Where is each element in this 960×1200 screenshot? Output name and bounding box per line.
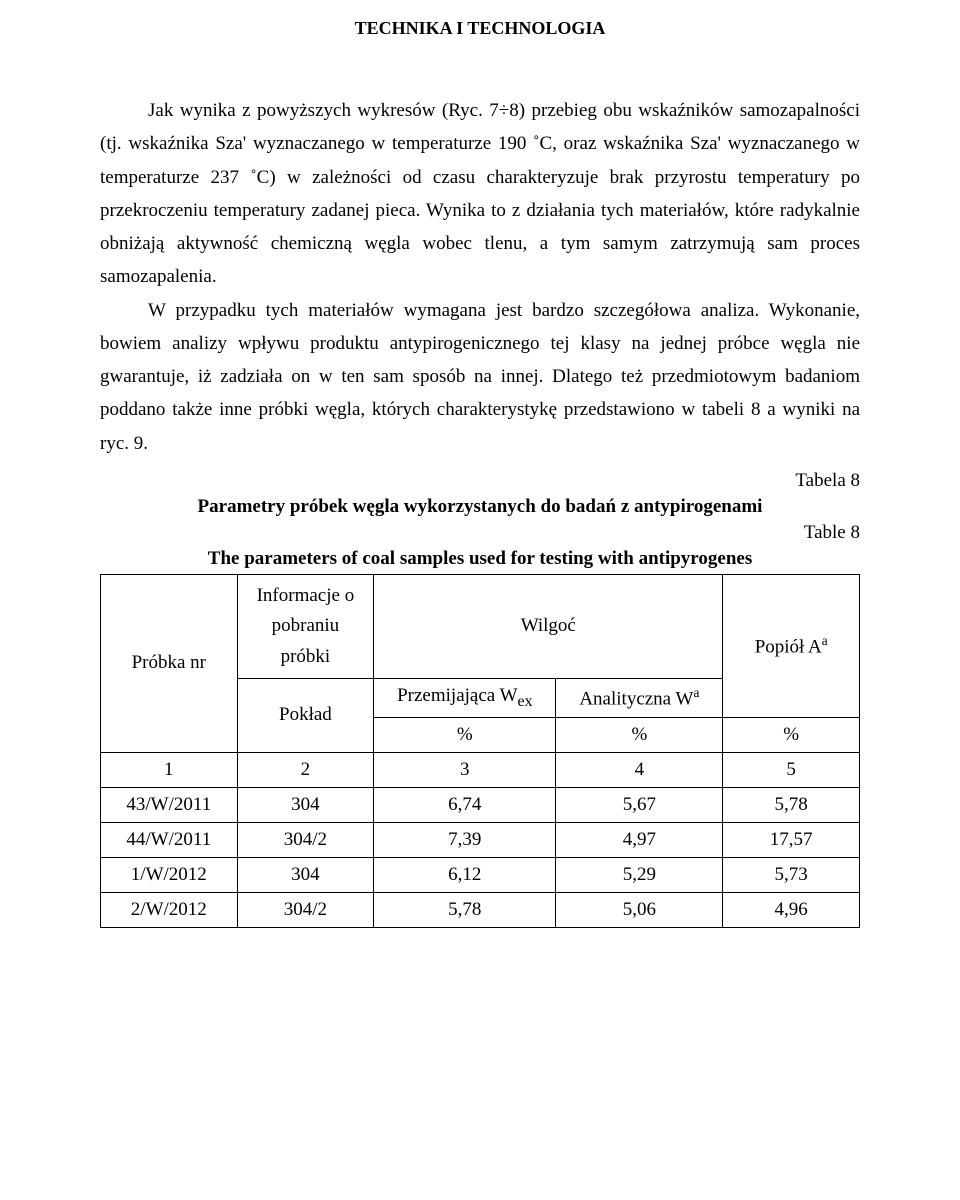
- hdr-seam: Pokład: [237, 678, 374, 752]
- cell-wex: 7,39: [374, 822, 556, 857]
- cell-sample: 1/W/2012: [101, 857, 238, 892]
- paragraph-1: Jak wynika z powyższych wykresów (Ryc. 7…: [100, 94, 860, 294]
- table-title-en: The parameters of coal samples used for …: [100, 548, 860, 570]
- hdr-moisture: Wilgoć: [374, 574, 723, 678]
- table-label-en: Table 8: [100, 522, 860, 544]
- table-caption-block: Tabela 8 Parametry próbek węgla wykorzys…: [100, 470, 860, 570]
- hdr-ash: Popiół Aa: [723, 574, 860, 717]
- table-row: 43/W/2011 304 6,74 5,67 5,78: [101, 787, 860, 822]
- table-row: 44/W/2011 304/2 7,39 4,97 17,57: [101, 822, 860, 857]
- header-row-1: Próbka nr Informacje o pobraniu próbki W…: [101, 574, 860, 678]
- body-text: Jak wynika z powyższych wykresów (Ryc. 7…: [100, 94, 860, 460]
- cell-wa: 5,06: [556, 892, 723, 927]
- cell-wa: 5,67: [556, 787, 723, 822]
- table-row: 2/W/2012 304/2 5,78 5,06 4,96: [101, 892, 860, 927]
- paragraph-2: W przypadku tych materiałów wymagana jes…: [100, 294, 860, 460]
- numcol-4: 4: [556, 752, 723, 787]
- hdr-wa: Analityczna Wa: [556, 678, 723, 717]
- numcol-1: 1: [101, 752, 238, 787]
- cell-wex: 6,12: [374, 857, 556, 892]
- hdr-pct-1: %: [374, 717, 556, 752]
- hdr-sample-no: Próbka nr: [101, 574, 238, 752]
- hdr-info: Informacje o pobraniu próbki: [237, 574, 374, 678]
- cell-seam: 304/2: [237, 892, 374, 927]
- hdr-pct-3: %: [723, 717, 860, 752]
- hdr-info-line2: pobraniu próbki: [272, 615, 340, 666]
- hdr-wex: Przemijająca Wex: [374, 678, 556, 717]
- cell-wa: 5,29: [556, 857, 723, 892]
- data-table: Próbka nr Informacje o pobraniu próbki W…: [100, 574, 860, 928]
- numcol-2: 2: [237, 752, 374, 787]
- table-row: 1/W/2012 304 6,12 5,29 5,73: [101, 857, 860, 892]
- cell-seam: 304: [237, 857, 374, 892]
- page-header: TECHNIKA I TECHNOLOGIA: [100, 18, 860, 39]
- cell-sample: 44/W/2011: [101, 822, 238, 857]
- cell-sample: 43/W/2011: [101, 787, 238, 822]
- cell-wex: 6,74: [374, 787, 556, 822]
- cell-wex: 5,78: [374, 892, 556, 927]
- cell-ash: 17,57: [723, 822, 860, 857]
- header-title: TECHNIKA I TECHNOLOGIA: [355, 18, 606, 38]
- cell-seam: 304: [237, 787, 374, 822]
- cell-seam: 304/2: [237, 822, 374, 857]
- hdr-wex-sub: ex: [518, 693, 533, 710]
- hdr-ash-label: Popiół A: [755, 636, 822, 657]
- cell-wa: 4,97: [556, 822, 723, 857]
- cell-ash: 5,73: [723, 857, 860, 892]
- cell-ash: 4,96: [723, 892, 860, 927]
- hdr-ash-sup: a: [822, 633, 828, 648]
- tabela-label: Tabela 8: [100, 470, 860, 492]
- hdr-wex-label: Przemijająca W: [397, 685, 517, 706]
- hdr-pct-2: %: [556, 717, 723, 752]
- cell-ash: 5,78: [723, 787, 860, 822]
- header-numrow: 1 2 3 4 5: [101, 752, 860, 787]
- cell-sample: 2/W/2012: [101, 892, 238, 927]
- hdr-wa-sup: a: [693, 685, 699, 700]
- table-body: 43/W/2011 304 6,74 5,67 5,78 44/W/2011 3…: [101, 787, 860, 927]
- hdr-info-line1: Informacje o: [257, 585, 355, 606]
- table-title-pl: Parametry próbek węgla wykorzystanych do…: [100, 496, 860, 518]
- numcol-3: 3: [374, 752, 556, 787]
- table-head: Próbka nr Informacje o pobraniu próbki W…: [101, 574, 860, 787]
- numcol-5: 5: [723, 752, 860, 787]
- hdr-wa-label: Analityczna W: [579, 688, 693, 709]
